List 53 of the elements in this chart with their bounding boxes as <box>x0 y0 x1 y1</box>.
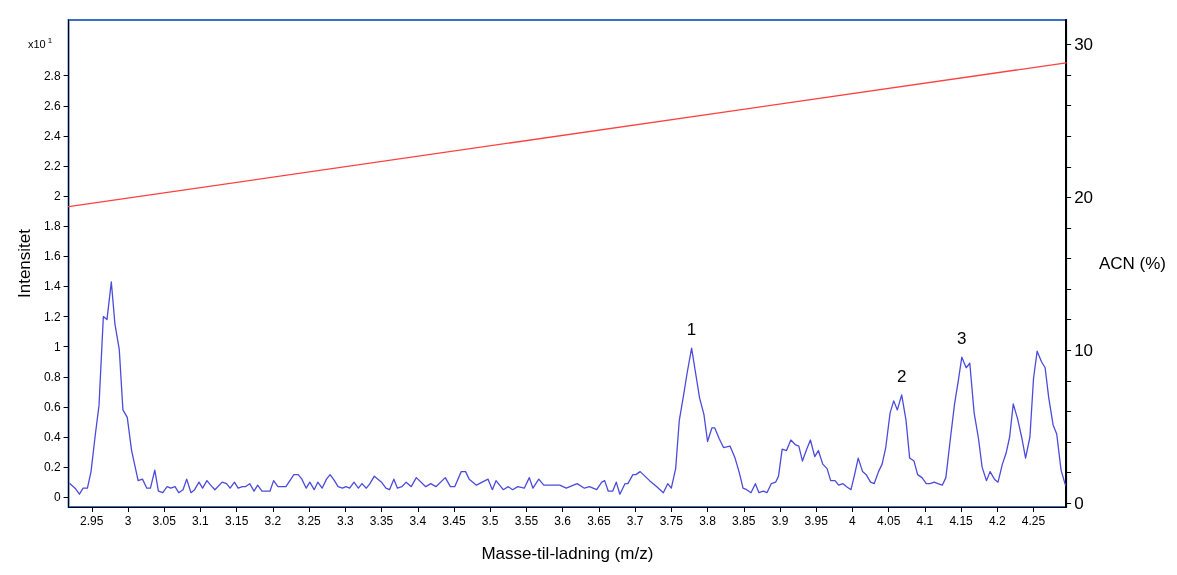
x-tick-label: 4.05 <box>876 514 901 528</box>
x-tick-label: 4.2 <box>988 514 1006 528</box>
x-tick-label: 4 <box>849 514 857 528</box>
x-tick-label: 3.75 <box>659 514 684 528</box>
annotation: 1 <box>686 320 697 340</box>
y-tick-label: 0.2 <box>43 460 61 475</box>
y2-tick-label: 10 <box>1074 340 1094 360</box>
y-tick-label: 2.2 <box>43 159 61 174</box>
x-tick-label: 3.45 <box>442 514 466 528</box>
y-tick-label: 2.4 <box>43 128 61 143</box>
y-tick-label: 0.4 <box>43 430 61 444</box>
x-tick-label: 3.5 <box>481 514 499 528</box>
x-tick-label: 3.8 <box>699 514 717 528</box>
y2-tick-label: 30 <box>1074 34 1094 54</box>
x-tick-label: 4.25 <box>1021 514 1046 528</box>
y-tick-label: 1 <box>53 339 61 354</box>
y-tick-label: 0.8 <box>43 369 61 384</box>
x-tick-label: 3.65 <box>587 514 611 528</box>
x-tick-label: 2.95 <box>80 514 104 528</box>
y-tick-label: 1.6 <box>43 249 61 264</box>
x-tick-label: 4.1 <box>916 514 934 528</box>
x-tick-label: 3.25 <box>297 514 322 528</box>
y-tick-label: 1.8 <box>43 219 61 234</box>
y-tick-label: 1.2 <box>43 309 61 324</box>
y-tick-label: 2.6 <box>43 98 61 113</box>
x-tick-label: 3.55 <box>514 514 539 528</box>
y-tick-label: 2 <box>53 189 61 204</box>
x-tick-label: 3.15 <box>224 514 249 528</box>
x-tick-label: 3.9 <box>771 514 789 528</box>
x-tick-label: 3.2 <box>264 514 282 528</box>
x-tick-label: 4.15 <box>949 514 974 528</box>
x-tick-label: 3.35 <box>369 514 394 528</box>
x-tick-label: 3 <box>124 514 132 528</box>
x-tick-label: 3.4 <box>409 514 427 528</box>
x-axis-title: Masse-til-ladning (m/z) <box>481 544 654 563</box>
x-tick-label: 3.95 <box>804 514 829 528</box>
y2-tick-label: 20 <box>1074 187 1094 207</box>
x-tick-label: 3.1 <box>192 514 210 528</box>
x-tick-label: 3.05 <box>152 514 177 528</box>
x-tick-label: 3.6 <box>554 514 572 528</box>
annotation: 3 <box>957 329 967 349</box>
line-series <box>69 281 1067 495</box>
annotation: 2 <box>896 366 907 386</box>
y-tick-label: 0.6 <box>43 399 61 414</box>
y-axis-title: Intensitet <box>15 228 34 298</box>
y-tick-label: 1.4 <box>43 279 61 294</box>
y2-axis-title: ACN (%) <box>1098 254 1167 273</box>
x-tick-label: 3.7 <box>626 514 644 528</box>
y-tick-label: 0 <box>53 490 61 505</box>
x-tick-label: 3.85 <box>732 514 756 528</box>
y-tick-label: 2.8 <box>43 68 61 83</box>
x-tick-label: 3.3 <box>336 514 354 528</box>
y2-tick-label: 0 <box>1074 493 1084 513</box>
